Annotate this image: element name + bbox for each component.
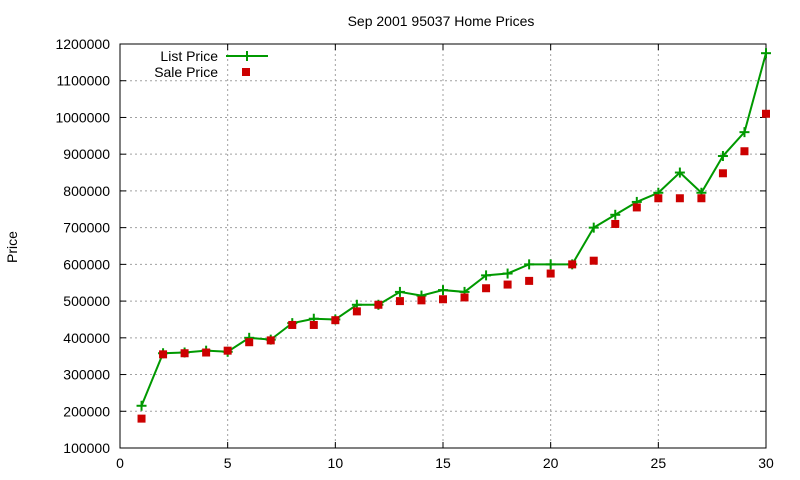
x-tick-label: 10 [328, 455, 344, 471]
list-price-point [588, 222, 599, 233]
sale-price-point [266, 336, 275, 345]
x-tick-label: 25 [651, 455, 667, 471]
sale-price-point [718, 169, 727, 178]
list-price-point [136, 400, 147, 411]
y-tick-label: 300000 [63, 367, 110, 383]
y-tick-label: 600000 [63, 256, 110, 272]
sale-price-point [202, 348, 211, 357]
list-price-point [545, 259, 556, 270]
sale-price-point [460, 293, 469, 302]
y-axis-label: Price [4, 231, 20, 263]
list-price-point [674, 167, 685, 178]
y-tick-label: 1200000 [55, 36, 110, 52]
sale-price-point [568, 260, 577, 269]
sale-price-point [482, 284, 491, 293]
y-tick-label: 700000 [63, 220, 110, 236]
y-tick-label: 400000 [63, 330, 110, 346]
list-price-point [438, 285, 448, 296]
sale-price-point [159, 350, 168, 359]
x-tick-label: 15 [435, 455, 451, 471]
sale-price-point [245, 338, 254, 347]
sale-price-point [675, 194, 684, 203]
legend-label: Sale Price [154, 64, 218, 80]
sale-price-point [762, 109, 770, 118]
x-tick-label: 5 [224, 455, 232, 471]
sale-price-point [525, 276, 534, 285]
list-price-point [502, 268, 513, 279]
sale-price-point [374, 300, 383, 309]
sale-price-point [546, 269, 555, 278]
legend-marker [242, 68, 250, 76]
x-tick-label: 20 [543, 455, 559, 471]
sale-price-point [439, 295, 447, 304]
sale-price-point [288, 320, 297, 329]
axis-ticks: 100000 200000 300000 400000 500000 600000 7000… [55, 36, 774, 471]
list-price-point [761, 48, 771, 59]
sale-price-point [654, 194, 663, 203]
sale-price-point [352, 307, 361, 316]
sale-price-point [223, 346, 232, 355]
list-price-point [610, 209, 621, 220]
y-tick-label: 100000 [63, 440, 110, 456]
sale-price-point [740, 147, 749, 156]
x-tick-label: 0 [116, 455, 124, 471]
sale-price-point [309, 320, 318, 329]
x-tick-label: 30 [758, 455, 774, 471]
list-price-point [242, 51, 252, 61]
legend-label: List Price [160, 48, 218, 64]
list-price-point [524, 259, 535, 270]
sale-price-point [331, 316, 340, 325]
y-tick-label: 500000 [63, 293, 110, 309]
y-tick-label: 1000000 [55, 109, 110, 125]
list-price-point [717, 151, 728, 162]
sale-price-point [632, 203, 641, 212]
y-tick-label: 800000 [63, 183, 110, 199]
sale-price-point [180, 349, 189, 358]
y-tick-label: 200000 [63, 403, 110, 419]
sale-price-point [503, 280, 512, 289]
y-tick-label: 900000 [63, 146, 110, 162]
series [136, 48, 771, 423]
sale-price-point [697, 194, 706, 203]
list-price-line [140, 52, 767, 407]
sale-price-point [589, 256, 598, 265]
sale-price-series [137, 109, 770, 423]
sale-price-point [611, 219, 620, 228]
y-tick-label: 1100000 [57, 73, 111, 89]
list-price-point [394, 286, 405, 297]
list-price-point [481, 270, 492, 281]
list-price-series [136, 48, 771, 411]
sale-price-point [137, 414, 146, 423]
list-price-point [739, 127, 750, 138]
sale-price-point [417, 296, 426, 305]
grid [120, 44, 766, 448]
chart-title: Sep 2001 95037 Home Prices [348, 13, 535, 29]
sale-price-point [395, 297, 404, 306]
